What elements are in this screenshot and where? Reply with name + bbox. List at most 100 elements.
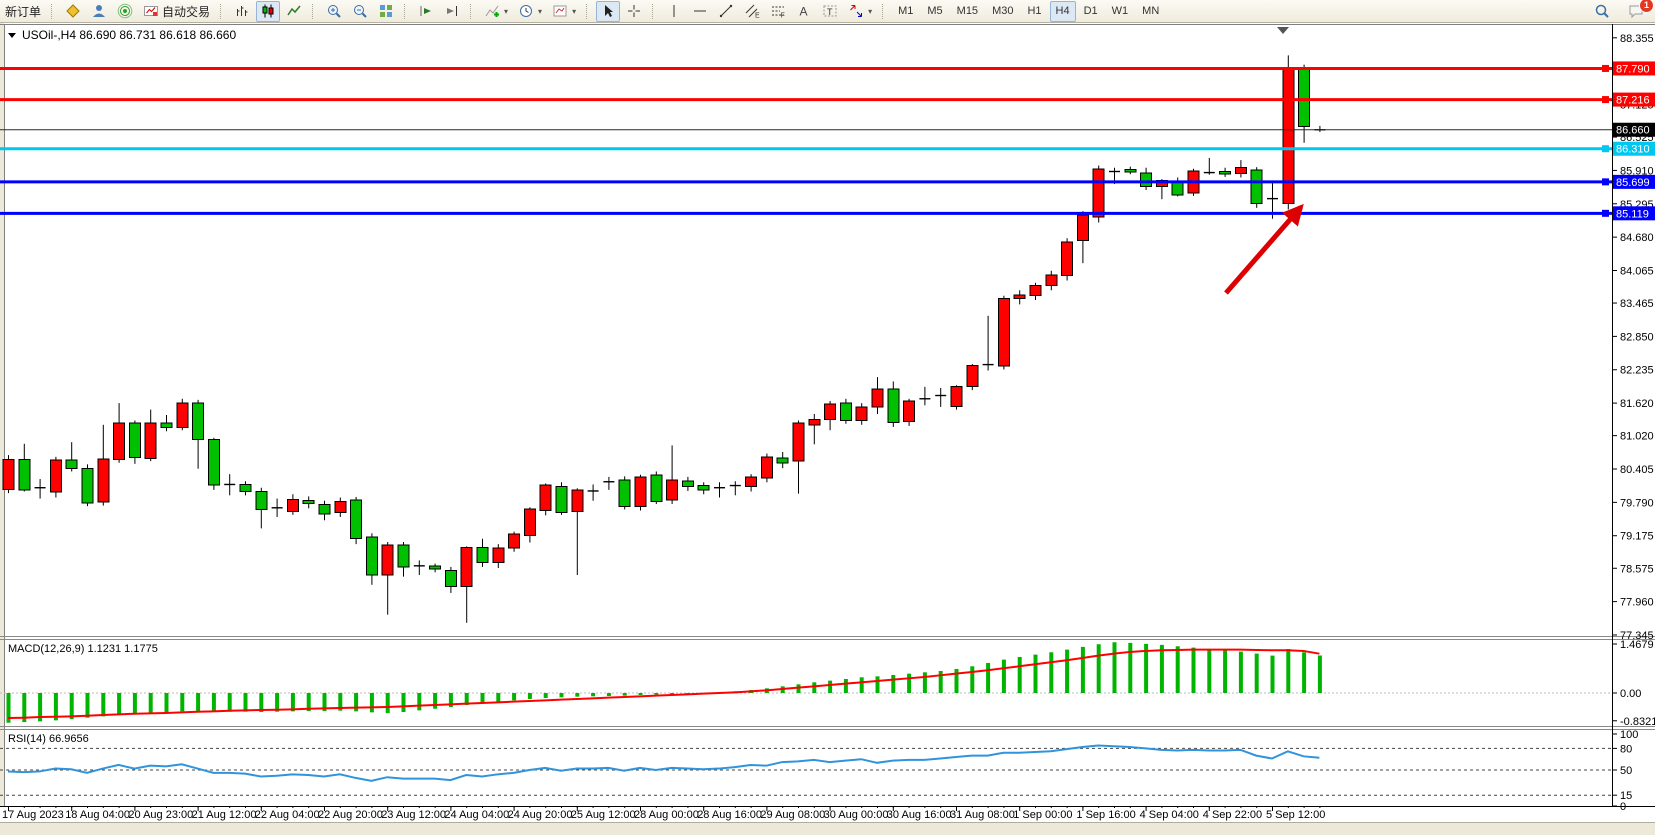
price-axis-tick: 83.465 (1620, 298, 1654, 310)
crosshair-button[interactable] (622, 1, 646, 22)
bullish-candle (760, 456, 773, 479)
tf-m1[interactable]: M1 (892, 1, 919, 22)
vline-icon (673, 5, 675, 17)
tf-mn[interactable]: MN (1136, 1, 1165, 22)
time-axis-label: 18 Aug 04:00 (65, 809, 130, 821)
signal-icon (117, 3, 133, 19)
macd-signal-line (7, 648, 1320, 720)
price-axis-tick: 79.790 (1620, 497, 1654, 509)
price-label-text: 85.699 (1616, 177, 1650, 189)
text-label-button[interactable]: T (818, 1, 842, 22)
time-axis-label: 28 Aug 00:00 (634, 809, 699, 821)
tf-d1[interactable]: D1 (1078, 1, 1104, 22)
vertical-line-button[interactable] (662, 1, 686, 22)
bullish-candle (1092, 168, 1105, 218)
autotrading-button-label: 自动交易 (162, 4, 211, 19)
bullish-candle (113, 422, 126, 461)
hline-anchor-marker (1602, 178, 1609, 186)
line-chart-button[interactable] (282, 1, 306, 22)
channel-button[interactable]: E (740, 1, 764, 22)
time-axis-label: 31 Aug 08:00 (950, 809, 1015, 821)
bullish-candle (824, 403, 837, 420)
chat-button[interactable]: 1 (1624, 0, 1653, 22)
trendline-button[interactable] (714, 1, 738, 22)
arrows-button[interactable]: ▾ (844, 1, 876, 22)
cursor-button[interactable] (596, 0, 621, 22)
bar-chart-button[interactable] (230, 1, 254, 22)
bearish-candle (839, 402, 852, 421)
trendline-icon (719, 4, 733, 18)
market-icon[interactable] (61, 1, 85, 22)
notification-badge: 1 (1640, 0, 1653, 12)
bullish-candle (1029, 284, 1042, 297)
signals-icon[interactable] (113, 1, 137, 22)
macd-panel (0, 642, 1612, 723)
price-axis-tick: 82.235 (1620, 365, 1654, 377)
chart-shift-marker-icon (1277, 27, 1289, 34)
bullish-candle (144, 422, 157, 459)
templates-button[interactable]: ▾ (548, 1, 580, 22)
candlestick-series (2, 55, 1326, 623)
tf-h4[interactable]: H4 (1049, 0, 1076, 22)
tf-m1-label: M1 (898, 5, 914, 17)
bearish-candle (239, 483, 252, 493)
bearish-candle (318, 504, 331, 515)
time-axis-label: 24 Aug 20:00 (508, 809, 573, 821)
bullish-candle (49, 459, 62, 493)
zoom-out-button[interactable] (348, 1, 372, 22)
tf-m5[interactable]: M5 (921, 1, 948, 22)
indicators-button[interactable]: ▾ (480, 1, 512, 22)
price-label-text: 87.790 (1616, 63, 1650, 75)
bars-icon (237, 6, 248, 16)
new-order-button[interactable]: 新订单 (1, 1, 45, 22)
tf-w1[interactable]: W1 (1106, 1, 1135, 22)
zoom-in-button[interactable] (322, 1, 346, 22)
one-click-collapse-icon[interactable] (8, 33, 16, 38)
toolbar-separator (312, 3, 317, 19)
bullish-candle (855, 406, 868, 421)
autotrading-button[interactable]: 自动交易 (139, 1, 214, 22)
bearish-candle (397, 544, 410, 568)
tile-windows-button[interactable] (374, 1, 398, 22)
time-axis-label: 29 Aug 08:00 (760, 809, 825, 821)
dropdown-caret-icon: ▾ (504, 6, 509, 16)
toolbar-separator (404, 3, 409, 19)
search-icon (1595, 4, 1609, 18)
search-button[interactable] (1590, 1, 1614, 22)
text-button[interactable]: A (792, 1, 816, 22)
tf-m30[interactable]: M30 (986, 1, 1019, 22)
tf-m15[interactable]: M15 (951, 1, 984, 22)
bullish-candle (460, 546, 473, 587)
tf-w1-label: W1 (1111, 5, 1129, 17)
price-axis[interactable]: 88.35587.74087.12586.52585.91085.29584.6… (1612, 24, 1655, 813)
bearish-candle (160, 422, 173, 429)
toolbar-group-scroll (413, 0, 465, 22)
price-label-text: 85.119 (1616, 208, 1649, 220)
clock-icon (520, 5, 533, 17)
toolbar-separator (586, 3, 591, 19)
candlestick-chart-button[interactable] (256, 0, 281, 22)
periods-button[interactable]: ▾ (514, 1, 546, 22)
time-axis-label: 5 Sep 12:00 (1266, 809, 1325, 821)
auto-scroll-button[interactable] (414, 1, 438, 22)
horizontal-line-objects[interactable] (0, 64, 1612, 217)
toolbar-group-chart-type (229, 0, 307, 22)
horizontal-line-button[interactable] (688, 1, 712, 22)
community-icon[interactable] (87, 1, 111, 22)
tf-h1[interactable]: H1 (1021, 1, 1047, 22)
time-axis-label: 1 Sep 00:00 (1013, 809, 1072, 821)
price-axis-tick: 80.405 (1620, 464, 1654, 476)
chart-canvas[interactable]: 88.35587.74087.12586.52585.91085.29584.6… (0, 23, 1655, 835)
bearish-candle (365, 536, 378, 576)
price-axis-tick: 77.960 (1620, 597, 1654, 609)
fibonacci-button[interactable]: F (766, 1, 790, 22)
dropdown-caret-icon: ▾ (572, 6, 577, 16)
chart-shift-button[interactable] (440, 1, 464, 22)
price-label-box (1613, 174, 1655, 189)
rsi-panel (0, 744, 1612, 796)
hline-anchor-marker (1602, 96, 1609, 104)
trend-arrow-annotation[interactable] (1224, 203, 1304, 295)
bearish-candle (255, 491, 268, 510)
